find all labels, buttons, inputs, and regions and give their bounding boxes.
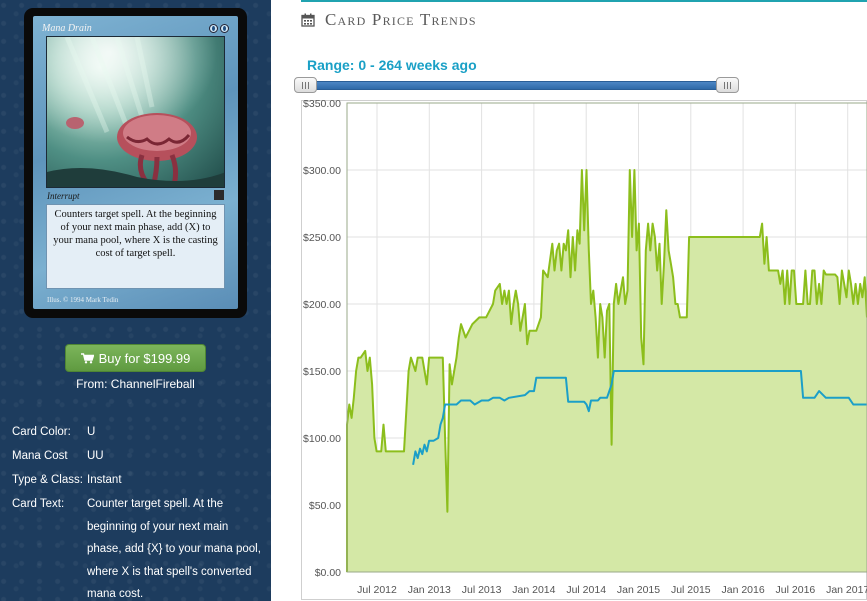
attr-value: Instant <box>87 474 122 486</box>
series-line-green <box>346 169 867 572</box>
price-area-fill <box>347 170 867 572</box>
range-slider[interactable] <box>294 77 739 93</box>
attr-row-card-text: Card Text: Counter target spell. At the … <box>12 492 262 601</box>
grip-icon <box>301 81 310 89</box>
jellyfish-artwork <box>47 37 224 187</box>
price-chart-svg: $0.00 $50.00 $100.00 $150.00 $200.00 $250.00 $… <box>301 98 867 600</box>
y-tick-label: $300.00 <box>303 165 341 177</box>
section-divider <box>301 0 867 2</box>
calendar-icon <box>301 13 315 27</box>
blue-mana-icon <box>220 23 229 33</box>
card-artwork <box>46 36 225 188</box>
slider-track[interactable] <box>304 81 729 90</box>
card-face: Mana Drain <box>33 16 238 309</box>
attr-value: UU <box>87 450 104 462</box>
attr-label: Card Text: <box>12 498 65 510</box>
set-symbol-icon <box>214 190 224 200</box>
range-label: Range: 0 - 264 weeks ago <box>307 57 477 73</box>
attr-value: U <box>87 426 96 438</box>
attr-label: Type & Class: <box>12 474 83 486</box>
price-chart: $0.00 $50.00 $100.00 $150.00 $200.00 $250.00 $… <box>301 98 867 601</box>
attr-row-type: Type & Class: Instant <box>12 468 262 492</box>
attr-value: Counter target spell. At the beginning o… <box>87 498 261 600</box>
plot-border <box>346 102 867 573</box>
buy-button-label: Buy for $199.99 <box>98 350 191 366</box>
card-name: Mana Drain <box>42 22 92 34</box>
x-tick-label: Jan 2017 <box>826 584 867 596</box>
y-tick-label: $100.00 <box>303 433 341 445</box>
price-trends-section: Card Price Trends Range: 0 - 264 weeks a… <box>271 0 867 601</box>
blue-mana-icon <box>209 23 218 33</box>
x-tick-label: Jan 2014 <box>512 584 555 596</box>
card-type-line: Interrupt <box>47 191 80 201</box>
section-title: Card Price Trends <box>325 10 477 29</box>
attr-row-color: Card Color: U <box>12 420 262 444</box>
shopping-cart-icon <box>80 352 94 363</box>
slider-handle-max[interactable] <box>716 77 739 93</box>
series-line-blue <box>412 370 867 465</box>
section-header: Card Price Trends <box>301 10 477 30</box>
card-title-bar: Mana Drain <box>39 21 232 35</box>
x-tick-label: Jul 2014 <box>566 584 606 596</box>
attr-row-mana-cost: Mana Cost UU <box>12 444 262 468</box>
card-info-panel: Mana Drain <box>0 0 271 601</box>
x-tick-label: Jan 2013 <box>408 584 451 596</box>
x-tick-label: Jan 2015 <box>617 584 660 596</box>
x-tick-label: Jan 2016 <box>721 584 764 596</box>
grip-icon <box>723 81 732 89</box>
card-rules-text: Counters target spell. At the beginning … <box>46 204 225 289</box>
y-tick-label: $250.00 <box>303 232 341 244</box>
card-image: Mana Drain <box>24 8 247 318</box>
y-tick-label: $150.00 <box>303 366 341 378</box>
y-tick-label: $200.00 <box>303 299 341 311</box>
y-tick-label: $0.00 <box>315 567 341 579</box>
y-tick-label: $350.00 <box>303 100 341 110</box>
card-credits: Illus. © 1994 Mark Tedin <box>47 296 119 304</box>
attr-label: Mana Cost <box>12 450 68 462</box>
x-tick-label: Jul 2016 <box>776 584 816 596</box>
x-tick-label: Jul 2013 <box>462 584 502 596</box>
x-tick-label: Jul 2015 <box>671 584 711 596</box>
card-attributes: Card Color: U Mana Cost UU Type & Class:… <box>12 420 262 601</box>
seller-name: From: ChannelFireball <box>76 377 195 391</box>
y-tick-label: $50.00 <box>309 500 341 512</box>
slider-handle-min[interactable] <box>294 77 317 93</box>
x-tick-label: Jul 2012 <box>357 584 397 596</box>
buy-button[interactable]: Buy for $199.99 <box>65 344 206 372</box>
mana-pips <box>209 23 229 33</box>
attr-label: Card Color: <box>12 426 71 438</box>
